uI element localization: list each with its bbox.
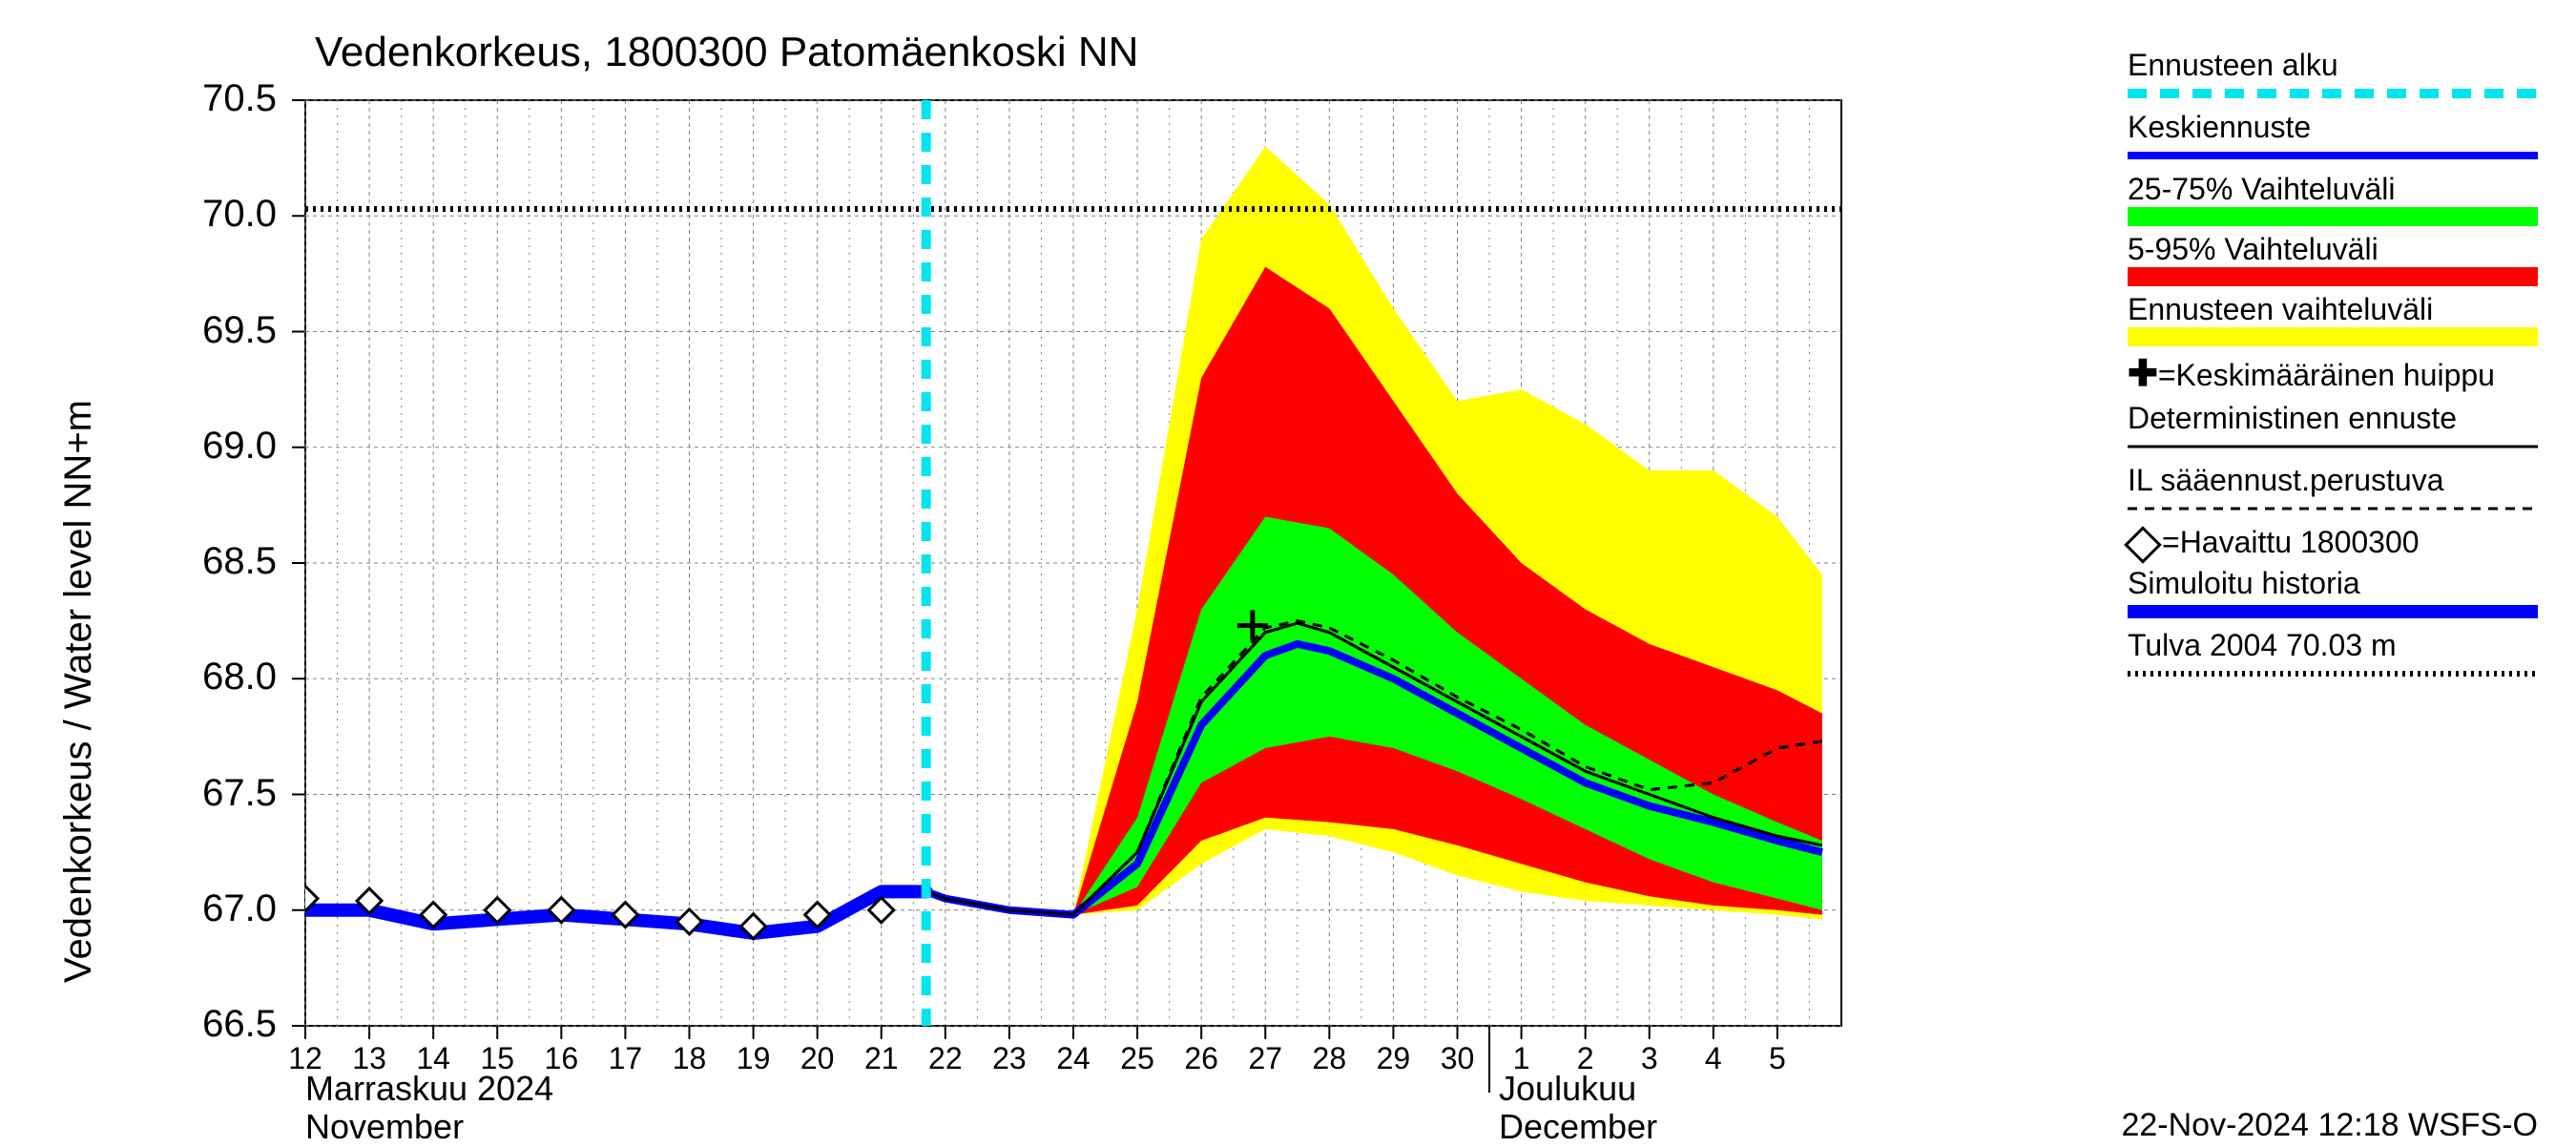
legend-label: IL sääennust.perustuva [2128,463,2538,498]
legend-entry: Deterministinen ennuste [2128,401,2538,457]
chart-legend: Ennusteen alku Keskiennuste 25-75% Vaihtel… [2128,48,2538,690]
legend-entry: 25-75% Vaihteluväli [2128,172,2538,226]
water-level-chart: Vedenkorkeus, 1800300 Patomäenkoski NN V… [0,0,2576,1145]
legend-line-icon [2128,601,2538,622]
legend-entry: Ennusteen alku [2128,48,2538,104]
timestamp-label: 22-Nov-2024 12:18 WSFS-O [2121,1107,2538,1144]
legend-entry: ✚=Keskimääräinen huippu [2128,352,2538,395]
x-tick: 29 [1377,1041,1411,1076]
legend-line-icon [2128,145,2538,166]
x-tick: 23 [992,1041,1027,1076]
x-tick: 25 [1120,1041,1154,1076]
legend-label: Simuloitu historia [2128,566,2538,601]
y-tick: 69.0 [143,425,277,468]
y-axis-label: Vedenkorkeus / Water level NN+m [57,400,100,983]
x-tick: 30 [1441,1041,1475,1076]
x-tick: 20 [800,1041,835,1076]
legend-label: ✚=Keskimääräinen huippu [2128,352,2538,395]
legend-line-icon [2128,663,2538,684]
month2-fi: Joulukuu [1499,1069,1636,1109]
chart-title: Vedenkorkeus, 1800300 Patomäenkoski NN [315,29,1138,76]
y-tick: 68.0 [143,656,277,699]
y-tick: 67.0 [143,887,277,930]
x-tick: 27 [1248,1041,1282,1076]
x-tick: 22 [928,1041,963,1076]
legend-label: =Havaittu 1800300 [2128,525,2538,560]
x-tick: 5 [1769,1041,1786,1076]
legend-entry: Ennusteen vaihteluväli [2128,292,2538,346]
x-tick: 3 [1641,1041,1658,1076]
legend-entry: =Havaittu 1800300 [2128,525,2538,560]
legend-label: Tulva 2004 70.03 m [2128,628,2538,663]
y-tick: 67.5 [143,772,277,815]
legend-entry: Simuloitu historia [2128,566,2538,622]
x-tick: 18 [673,1041,707,1076]
x-tick: 28 [1313,1041,1347,1076]
y-tick: 68.5 [143,540,277,583]
legend-swatch [2128,327,2538,346]
month1-en: November [305,1107,464,1147]
legend-line-icon [2128,498,2538,519]
legend-entry: Keskiennuste [2128,110,2538,166]
x-tick: 26 [1184,1041,1218,1076]
legend-entry: IL sääennust.perustuva [2128,463,2538,519]
x-tick: 24 [1056,1041,1091,1076]
legend-label: 25-75% Vaihteluväli [2128,172,2538,207]
x-tick: 21 [864,1041,899,1076]
y-tick: 70.5 [143,77,277,120]
x-tick: 4 [1705,1041,1722,1076]
legend-swatch [2128,267,2538,286]
month1-fi: Marraskuu 2024 [305,1069,553,1109]
legend-entry: 5-95% Vaihteluväli [2128,232,2538,286]
legend-label: Ennusteen vaihteluväli [2128,292,2538,327]
legend-line-icon [2128,436,2538,457]
x-tick: 17 [609,1041,643,1076]
legend-entry: Tulva 2004 70.03 m [2128,628,2538,684]
legend-label: Deterministinen ennuste [2128,401,2538,436]
legend-line-icon [2128,83,2538,104]
legend-label: Ennusteen alku [2128,48,2538,83]
month2-en: December [1499,1107,1657,1147]
x-tick: 19 [737,1041,771,1076]
y-tick: 70.0 [143,193,277,236]
y-tick: 66.5 [143,1003,277,1046]
legend-label: Keskiennuste [2128,110,2538,145]
legend-label: 5-95% Vaihteluväli [2128,232,2538,267]
legend-swatch [2128,207,2538,226]
y-tick: 69.5 [143,309,277,352]
